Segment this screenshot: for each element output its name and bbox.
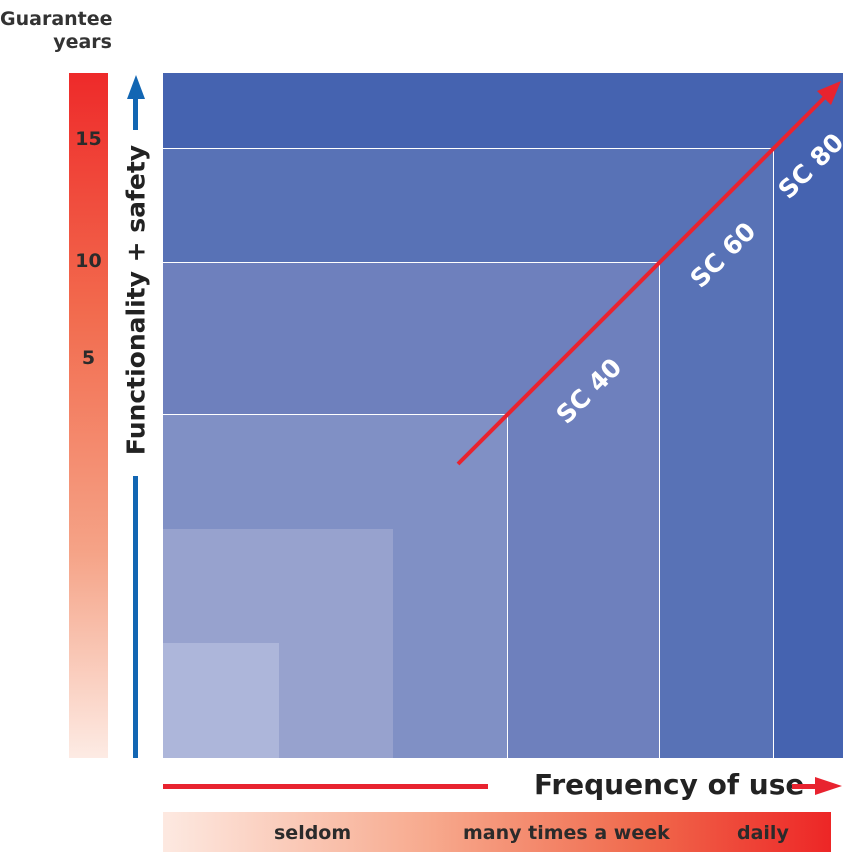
guarantee-tick-15: 15 xyxy=(75,128,102,150)
frequency-gradient-bar xyxy=(163,812,831,852)
frequency-arrow-line xyxy=(792,784,816,789)
functionality-arrow-icon xyxy=(127,75,145,99)
frequency-label-weekly: many times a week xyxy=(463,822,670,844)
frequency-arrow-icon xyxy=(815,777,842,795)
guarantee-tick-5: 5 xyxy=(81,347,96,369)
functionality-axis-line-bottom xyxy=(133,476,138,758)
growth-arrow xyxy=(456,81,841,466)
zone-smallest xyxy=(163,643,279,758)
guarantee-gradient-bar xyxy=(69,73,108,758)
growth-arrow-line xyxy=(456,95,827,466)
divider-sc40 xyxy=(163,414,508,759)
divider-sc80 xyxy=(163,148,774,759)
diagram-area: SC 40 SC 60 SC 80 xyxy=(163,73,843,759)
frequency-axis-label: Frequency of use xyxy=(534,768,805,801)
frequency-label-daily: daily xyxy=(737,822,789,844)
guarantee-tick-10: 10 xyxy=(75,250,102,272)
frequency-label-seldom: seldom xyxy=(274,822,352,844)
frequency-axis-line xyxy=(163,784,488,789)
guarantee-title-line2: years xyxy=(53,31,112,53)
guarantee-title-line1: Guarantee xyxy=(0,8,113,30)
guarantee-title: Guarantee years xyxy=(0,8,113,54)
growth-arrow-head-icon xyxy=(817,81,841,105)
functionality-axis-label: Functionality + safety xyxy=(121,144,151,456)
functionality-axis-line-top xyxy=(133,97,138,130)
divider-sc60 xyxy=(163,262,660,759)
